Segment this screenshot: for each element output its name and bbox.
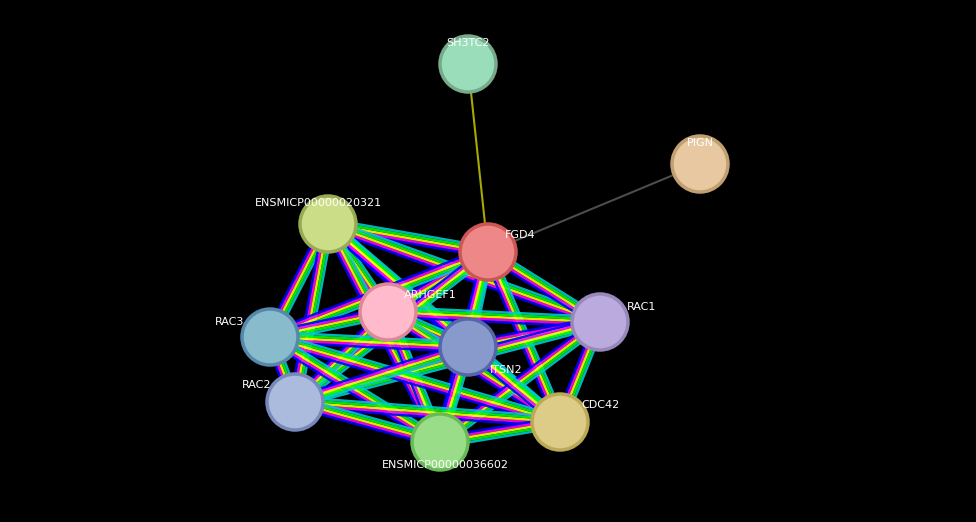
Text: PIGN: PIGN	[686, 138, 713, 148]
Text: ENSMICP00000036602: ENSMICP00000036602	[382, 460, 508, 470]
Circle shape	[360, 284, 416, 340]
Circle shape	[242, 309, 298, 365]
Circle shape	[412, 414, 468, 470]
Circle shape	[267, 374, 323, 430]
Text: ITSN2: ITSN2	[490, 365, 522, 375]
Circle shape	[572, 294, 628, 350]
Circle shape	[672, 136, 728, 192]
Circle shape	[300, 196, 356, 252]
Text: ENSMICP00000020321: ENSMICP00000020321	[255, 198, 382, 208]
Text: SH3TC2: SH3TC2	[446, 38, 490, 48]
Text: CDC42: CDC42	[581, 400, 619, 410]
Circle shape	[440, 319, 496, 375]
Text: ARHGEF1: ARHGEF1	[404, 290, 457, 300]
Text: FGD4: FGD4	[505, 230, 535, 240]
Circle shape	[532, 394, 588, 450]
Text: RAC2: RAC2	[242, 380, 271, 390]
Circle shape	[440, 36, 496, 92]
Text: RAC1: RAC1	[628, 302, 657, 312]
Circle shape	[460, 224, 516, 280]
Text: RAC3: RAC3	[216, 317, 245, 327]
